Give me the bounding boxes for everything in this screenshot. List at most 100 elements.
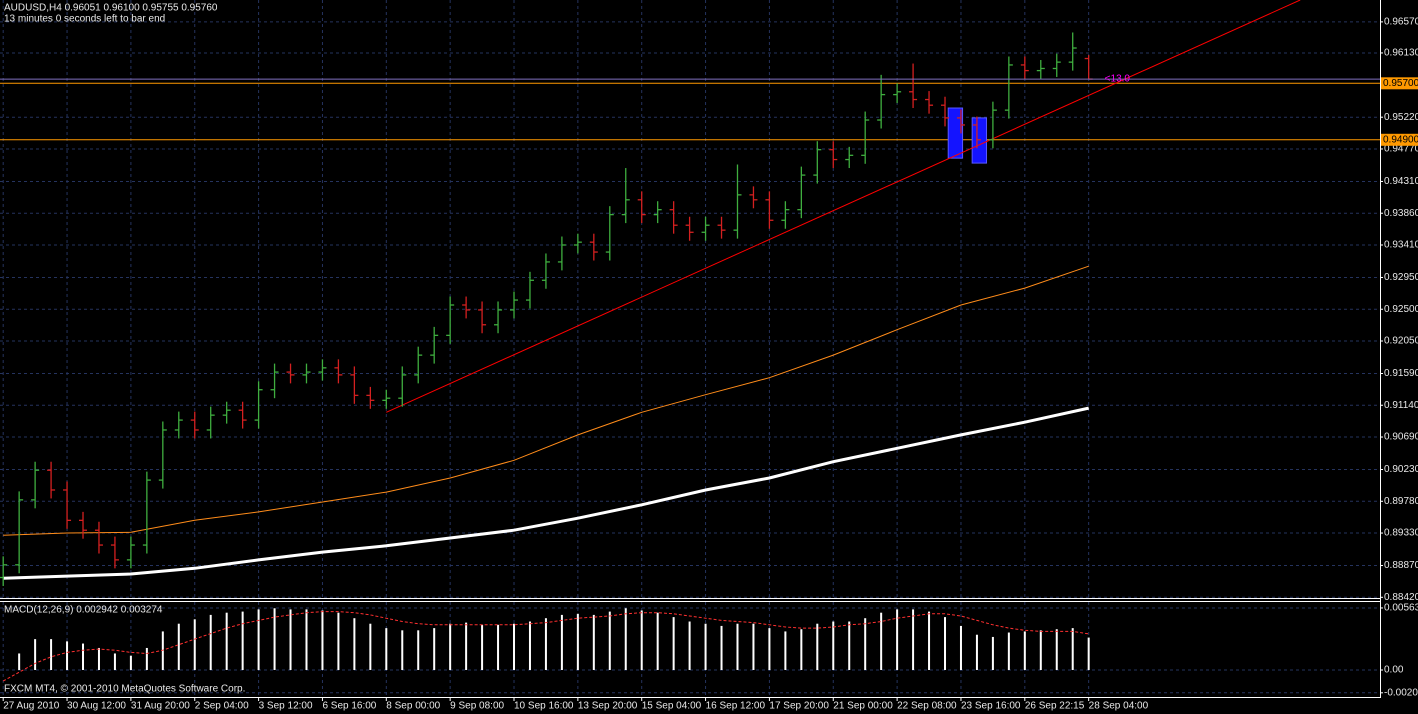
macd-bar <box>560 614 563 670</box>
macd-bar <box>177 623 180 670</box>
zone <box>971 117 988 164</box>
chart-title: AUDUSD,H4 0.96051 0.96100 0.95755 0.9576… <box>4 3 218 14</box>
macd-bar <box>34 639 37 670</box>
macd-bar <box>736 623 739 670</box>
macd-bar <box>241 611 244 670</box>
y-tick-label: 0.93860 <box>1384 208 1418 219</box>
copyright: FXCM MT4, © 2001-2010 MetaQuotes Softwar… <box>4 684 245 695</box>
x-tick-label: 23 Sep 16:00 <box>961 701 1021 712</box>
level-label-box <box>1381 133 1418 146</box>
x-tick-label: 16 Sep 12:00 <box>706 701 766 712</box>
y-tick-label: 0.96130 <box>1384 48 1418 59</box>
macd-bar <box>369 623 372 670</box>
zone <box>947 107 964 159</box>
macd-bar <box>18 653 21 670</box>
macd-panel <box>0 602 1380 697</box>
moving-average <box>3 406 1090 580</box>
macd-bar <box>624 608 627 670</box>
macd-bar <box>528 621 531 670</box>
macd-bar <box>912 609 915 670</box>
macd-bar <box>784 631 787 670</box>
macd-bar <box>225 612 228 670</box>
macd-bar <box>161 631 164 670</box>
macd-bar <box>608 611 611 670</box>
macd-bar <box>991 636 994 670</box>
macd-bar <box>353 618 356 670</box>
y-tick-label: 0.90230 <box>1384 464 1418 475</box>
macd-bar <box>145 647 148 670</box>
indicator-title: MACD(12,26,9) 0.002942 0.003274 <box>4 605 163 616</box>
x-tick-label: 13 Sep 20:00 <box>578 701 638 712</box>
x-tick-label: 15 Sep 04:00 <box>642 701 702 712</box>
macd-bar <box>1071 628 1074 670</box>
level-label-box <box>1381 77 1418 90</box>
macd-bar <box>959 625 962 670</box>
y-tick-label: 0.92950 <box>1384 272 1418 283</box>
macd-bar <box>497 624 500 670</box>
macd-bar <box>768 628 771 670</box>
x-tick-label: 26 Sep 22:15 <box>1025 701 1085 712</box>
y-tick-label: 0.92500 <box>1384 304 1418 315</box>
macd-bar <box>880 612 883 670</box>
y-tick-label: -0.00207 <box>1384 687 1418 698</box>
macd-bar <box>672 617 675 670</box>
macd-bar <box>800 629 803 670</box>
moving-average <box>3 265 1089 536</box>
y-tick-label: 0.93410 <box>1384 240 1418 251</box>
y-tick-label: 0.92050 <box>1384 336 1418 347</box>
x-tick-label: 21 Sep 00:00 <box>833 701 893 712</box>
y-tick-label: 0.90690 <box>1384 432 1418 443</box>
macd-bar <box>975 634 978 670</box>
chart-subtitle: 13 minutes 0 seconds left to bar end <box>4 14 165 25</box>
macd-bar <box>289 609 292 670</box>
x-tick-label: 9 Sep 08:00 <box>450 701 504 712</box>
macd-bar <box>465 622 468 670</box>
x-tick-label: 30 Aug 12:00 <box>67 701 126 712</box>
macd-bar <box>704 623 707 670</box>
y-tick-label: 0.00 <box>1384 665 1404 676</box>
x-tick-label: 8 Sep 00:00 <box>386 701 440 712</box>
macd-bar <box>113 653 116 670</box>
main-panel: <13.0 <box>0 0 1380 598</box>
x-tick-label: 31 Aug 20:00 <box>131 701 190 712</box>
macd-bar <box>449 623 452 670</box>
x-tick-label: 27 Aug 2010 <box>3 701 60 712</box>
macd-bar <box>1039 630 1042 670</box>
macd-bar <box>97 647 100 670</box>
macd-bar <box>656 612 659 670</box>
macd-bar <box>592 614 595 670</box>
x-tick-label: 6 Sep 16:00 <box>322 701 376 712</box>
x-tick-label: 22 Sep 08:00 <box>897 701 957 712</box>
signal-line <box>2 611 1089 682</box>
x-tick-label: 3 Sep 12:00 <box>259 701 313 712</box>
x-tick-label: 10 Sep 16:00 <box>514 701 574 712</box>
y-tick-label: 0.95220 <box>1384 112 1418 123</box>
macd-bar <box>896 609 899 670</box>
y-tick-label: 0.91590 <box>1384 368 1418 379</box>
macd-bar <box>576 613 579 670</box>
y-tick-label: 0.88870 <box>1384 560 1418 571</box>
macd-bar <box>193 619 196 670</box>
x-tick-label: 28 Sep 04:00 <box>1089 701 1149 712</box>
y-tick-label: 0.91140 <box>1384 400 1418 411</box>
trendline <box>386 0 1301 413</box>
y-tick-label: 0.89780 <box>1384 496 1418 507</box>
x-tick-label: 17 Sep 20:00 <box>769 701 829 712</box>
macd-bar <box>640 610 643 670</box>
macd-bar <box>832 621 835 670</box>
y-tick-label: 0.94770 <box>1384 144 1418 155</box>
macd-bar <box>720 625 723 670</box>
macd-bar <box>273 608 276 670</box>
x-tick-label: 2 Sep 04:00 <box>195 701 249 712</box>
macd-bar <box>50 639 53 670</box>
macd-bar <box>257 609 260 670</box>
macd-bar <box>944 617 947 670</box>
macd-bar <box>864 618 867 670</box>
y-tick-label: 0.96570 <box>1384 17 1418 28</box>
y-tick-label: 0.94310 <box>1384 176 1418 187</box>
macd-bar <box>321 610 324 670</box>
macd-bar <box>305 609 308 670</box>
